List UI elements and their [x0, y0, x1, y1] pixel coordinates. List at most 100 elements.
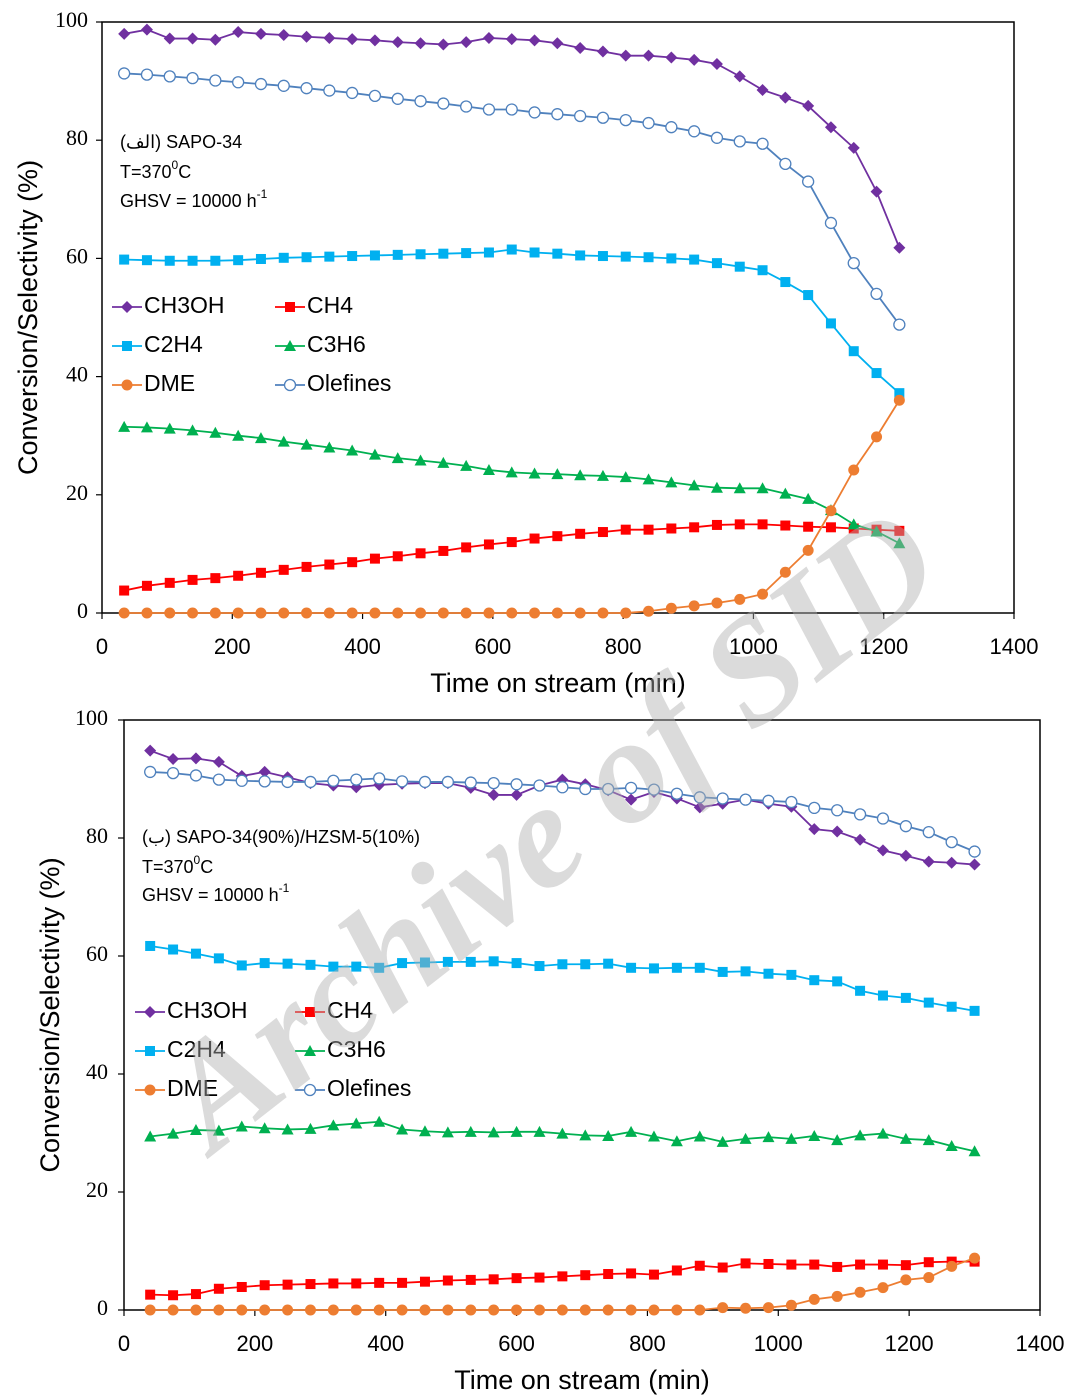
marker [688, 53, 701, 66]
marker [232, 429, 245, 441]
marker [277, 435, 290, 447]
marker [740, 966, 751, 977]
marker [876, 844, 889, 857]
marker [922, 1134, 935, 1146]
marker [373, 772, 386, 785]
marker [209, 33, 222, 46]
marker [763, 968, 774, 979]
marker [396, 1123, 409, 1135]
marker [946, 1260, 958, 1272]
marker [369, 553, 380, 564]
marker [785, 795, 798, 809]
marker [756, 482, 769, 494]
marker [506, 537, 517, 548]
marker [278, 564, 289, 575]
marker [190, 948, 201, 959]
marker [739, 1132, 752, 1144]
marker [832, 1261, 843, 1272]
marker [327, 1304, 339, 1316]
legend-label: C2H4 [144, 331, 203, 357]
marker [893, 394, 905, 406]
marker [529, 533, 540, 544]
marker [351, 1278, 362, 1289]
annotation-part: 0 [194, 853, 201, 867]
marker [233, 570, 244, 581]
marker [300, 82, 313, 95]
marker [391, 92, 404, 105]
y-tick-label: 80 [66, 125, 88, 150]
marker [575, 528, 586, 539]
marker [374, 1277, 385, 1288]
marker [144, 765, 157, 779]
marker [186, 71, 199, 85]
legend-marker [145, 1046, 155, 1056]
marker [854, 1129, 867, 1141]
marker [619, 49, 632, 62]
marker [460, 36, 473, 49]
marker [327, 1119, 340, 1131]
marker [189, 1124, 202, 1136]
marker [602, 1129, 615, 1141]
marker [733, 135, 746, 148]
marker [809, 1259, 820, 1270]
y-tick-label: 0 [97, 1295, 108, 1320]
marker [235, 1120, 248, 1132]
marker [620, 607, 632, 619]
marker [437, 97, 450, 110]
legend-label: Olefines [327, 1075, 411, 1101]
annotation: GHSV = 10000 h-1 [120, 187, 268, 211]
marker [643, 252, 654, 263]
marker [855, 985, 866, 996]
marker [556, 1127, 569, 1139]
marker [899, 1132, 912, 1144]
marker [763, 1258, 774, 1269]
marker [369, 607, 381, 619]
marker [574, 607, 586, 619]
marker [414, 454, 427, 466]
marker [969, 1005, 980, 1016]
marker [186, 424, 199, 436]
marker [347, 557, 358, 568]
marker [619, 113, 632, 127]
marker [482, 103, 496, 116]
marker [511, 958, 522, 969]
marker [323, 84, 336, 97]
legend-label: CH4 [307, 292, 353, 318]
marker [414, 37, 427, 50]
marker [465, 956, 476, 967]
marker [824, 216, 838, 230]
marker [461, 248, 472, 259]
marker [779, 91, 792, 104]
marker [762, 794, 775, 807]
y-tick-label: 20 [66, 480, 88, 505]
marker [620, 251, 631, 262]
marker [374, 962, 385, 973]
x-tick-label: 1000 [729, 634, 778, 659]
marker [711, 519, 722, 530]
marker [345, 86, 359, 100]
marker [687, 125, 701, 138]
marker [647, 783, 661, 796]
legend-marker [144, 1006, 156, 1018]
y-tick-label: 0 [77, 598, 88, 623]
marker [167, 1304, 179, 1316]
marker [688, 479, 701, 491]
series-line [124, 248, 900, 394]
marker [528, 467, 541, 479]
marker [164, 255, 175, 266]
marker [596, 45, 609, 58]
marker [304, 1122, 317, 1134]
marker [437, 607, 449, 619]
marker [189, 769, 203, 782]
marker [304, 775, 317, 789]
marker [392, 249, 403, 260]
marker [487, 788, 500, 801]
marker [510, 778, 523, 791]
marker [168, 944, 179, 955]
marker [347, 251, 358, 262]
marker [694, 1260, 705, 1271]
marker [808, 823, 821, 836]
legend-label: Olefines [307, 370, 391, 396]
marker [465, 1274, 476, 1285]
marker [164, 607, 176, 619]
